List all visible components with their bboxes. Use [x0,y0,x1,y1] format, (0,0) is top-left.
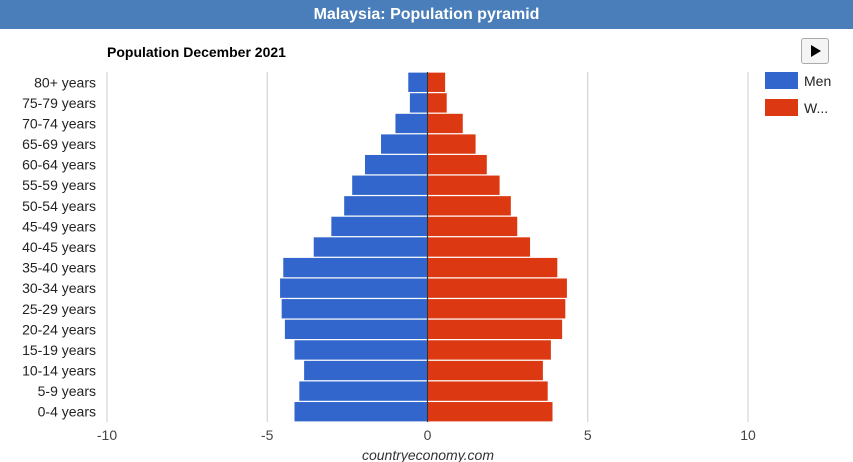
chart-header: Malaysia: Population pyramid [0,0,853,29]
y-tick-label: 70-74 years [22,115,96,131]
bar-men-13[interactable] [294,340,428,360]
bar-women-2[interactable] [427,113,463,134]
source-credit: countryeconomy.com [362,447,494,462]
y-tick-label: 0-4 years [38,404,96,420]
y-tick-label: 65-69 years [22,136,96,152]
bar-women-15[interactable] [427,381,548,401]
bar-men-9[interactable] [283,257,428,278]
bar-men-8[interactable] [313,237,428,257]
y-tick-label: 80+ years [34,74,96,90]
y-tick-label: 30-34 years [22,280,96,296]
play-button[interactable] [801,38,829,64]
y-tick-label: 60-64 years [22,157,96,173]
bar-women-7[interactable] [427,216,518,237]
bar-men-10[interactable] [280,278,428,298]
bar-women-3[interactable] [427,134,476,154]
x-axis-labels: -10 -5 0 5 10 [97,427,756,443]
chart-subtitle: Population December 2021 [107,44,286,60]
bar-women-5[interactable] [427,175,500,195]
bar-men-14[interactable] [304,360,428,381]
bar-women-1[interactable] [427,93,447,113]
play-icon [811,45,821,57]
bar-men-3[interactable] [381,134,428,154]
y-tick-label: 5-9 years [38,383,96,399]
bar-men-2[interactable] [395,113,428,134]
legend-men-label: Men [804,73,831,89]
y-tick-label: 10-14 years [22,363,96,379]
bar-men-6[interactable] [344,196,428,216]
bar-women-16[interactable] [427,402,553,422]
bar-women-13[interactable] [427,340,551,360]
bar-men-0[interactable] [408,72,428,92]
legend-men-swatch [765,72,798,89]
y-tick-label: 75-79 years [22,95,96,111]
bar-men-1[interactable] [409,93,428,113]
x-tick-label: 0 [424,427,432,443]
bar-men-7[interactable] [331,216,428,237]
bar-women-14[interactable] [427,360,543,381]
y-tick-label: 50-54 years [22,198,96,214]
bar-women-8[interactable] [427,237,531,257]
x-tick-label: 5 [584,427,592,443]
legend-women-swatch [765,99,798,116]
bar-men-15[interactable] [299,381,428,401]
y-tick-label: 15-19 years [22,342,96,358]
bar-men-5[interactable] [352,175,428,195]
x-tick-label: -10 [97,427,117,443]
bar-women-10[interactable] [427,278,567,298]
x-tick-label: -5 [261,427,274,443]
y-tick-label: 35-40 years [22,260,96,276]
bar-men-11[interactable] [281,299,428,319]
bars [280,72,567,422]
bar-women-6[interactable] [427,196,511,216]
y-tick-label: 40-45 years [22,239,96,255]
x-tick-label: 10 [740,427,756,443]
y-tick-label: 25-29 years [22,301,96,317]
y-tick-label: 55-59 years [22,177,96,193]
bar-women-11[interactable] [427,299,566,319]
y-axis-labels: 80+ years 75-79 years 70-74 years 65-69 yea… [22,74,96,419]
bar-men-12[interactable] [284,319,428,340]
legend: Men W... [765,72,831,116]
bar-women-12[interactable] [427,319,563,340]
y-tick-label: 45-49 years [22,218,96,234]
bar-women-0[interactable] [427,72,446,92]
y-tick-label: 20-24 years [22,321,96,337]
legend-women-label: W... [804,100,828,116]
bar-women-4[interactable] [427,154,487,175]
bar-men-4[interactable] [365,154,428,175]
bar-women-9[interactable] [427,257,558,278]
bar-men-16[interactable] [294,402,428,422]
